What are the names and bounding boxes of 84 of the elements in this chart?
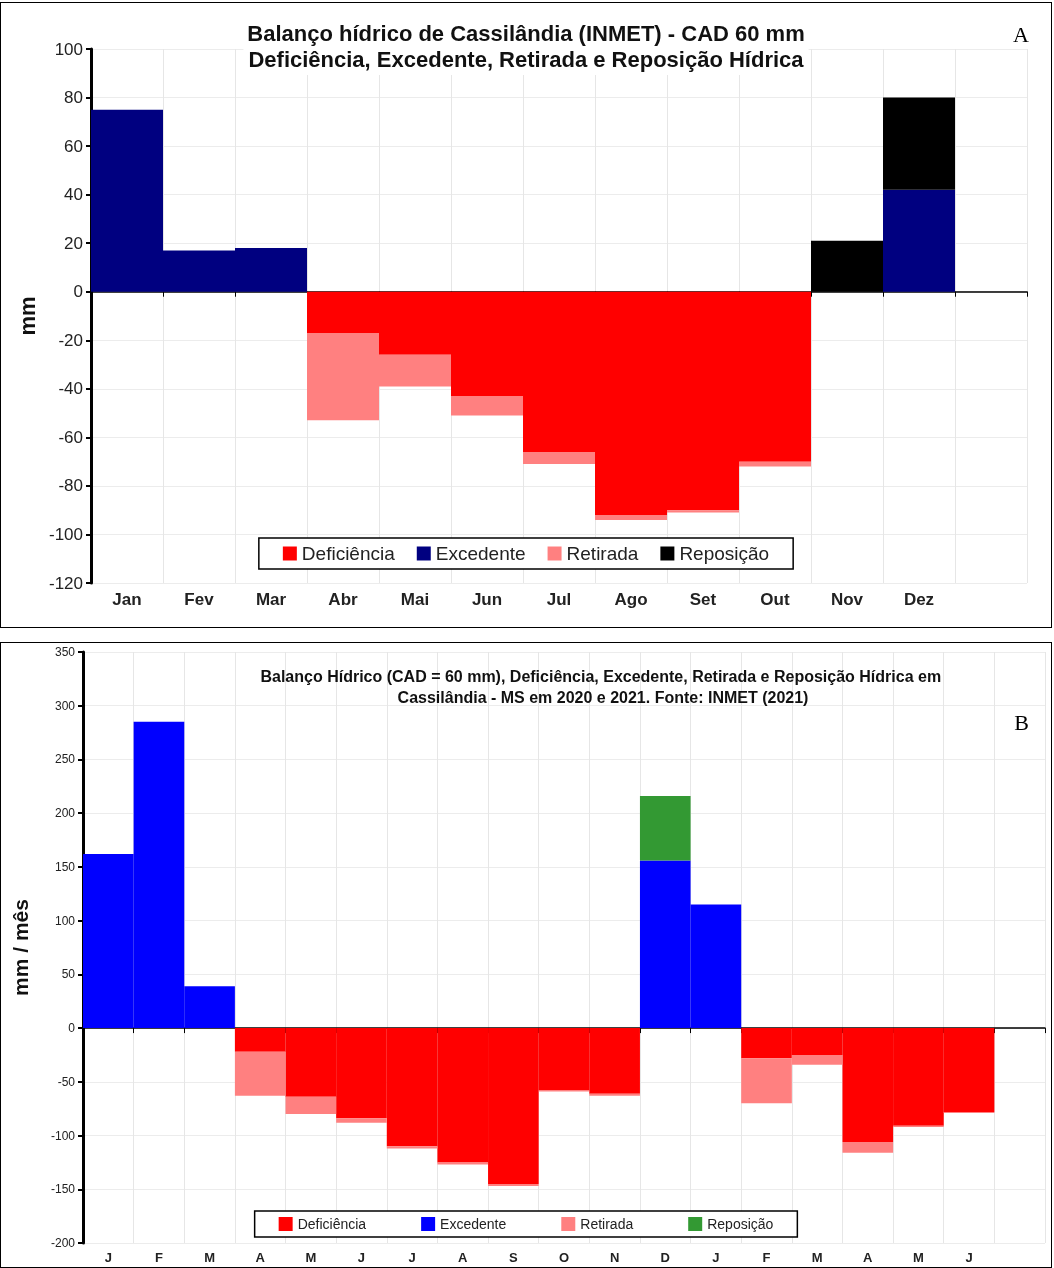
bar: [234, 1051, 286, 1096]
bar: [437, 1162, 489, 1165]
x-tick-label: Fev: [184, 590, 215, 609]
y-tick-label: 0: [73, 282, 83, 302]
chart-title: Balanço hídrico de Cassilândia (INMET) - CAD 60 mm: [247, 20, 805, 46]
y-tick-label: -60: [58, 427, 83, 447]
x-tick-label: O: [558, 1250, 570, 1265]
annotation: B: [1014, 709, 1030, 735]
bar: [639, 795, 691, 861]
legend-label: Excedente: [435, 543, 526, 564]
y-tick-label: 20: [64, 233, 83, 253]
y-tick-label: 100: [54, 913, 76, 928]
bar: [523, 451, 595, 465]
x-tick-label: J: [965, 1250, 973, 1265]
bar: [883, 97, 955, 190]
y-tick-label: -50: [57, 1074, 76, 1089]
bar: [488, 1183, 539, 1187]
x-tick-label: Ago: [614, 590, 648, 609]
y-tick-label: 50: [61, 967, 76, 982]
y-tick-label: -100: [48, 524, 83, 544]
legend-label: Retirada: [566, 543, 639, 564]
y-axis-title: mm / mês: [9, 899, 32, 996]
x-tick-label: Mai: [400, 590, 430, 609]
x-tick-label: A: [255, 1250, 266, 1265]
bar: [595, 515, 667, 520]
y-tick-label: 150: [54, 859, 76, 874]
legend-label: Retirada: [580, 1216, 634, 1232]
y-tick-label: 350: [54, 645, 76, 659]
x-tick-label: Dez: [903, 590, 935, 609]
legend-label: Deficiência: [301, 543, 396, 564]
x-tick-label: Mar: [255, 590, 287, 609]
x-tick-label: J: [408, 1250, 416, 1265]
y-tick-label: -120: [48, 573, 83, 593]
x-tick-label: J: [104, 1250, 112, 1265]
x-tick-label: M: [913, 1250, 924, 1265]
legend-label: Excedente: [440, 1216, 507, 1232]
x-tick-label: M: [811, 1250, 823, 1265]
bar: [336, 1118, 387, 1123]
y-tick-label: 80: [64, 88, 83, 108]
y-tick-label: 0: [68, 1021, 76, 1036]
bar: [589, 1093, 640, 1096]
x-tick-label: A: [458, 1250, 469, 1265]
x-tick-label: J: [357, 1250, 366, 1265]
legend-label: Deficiência: [297, 1216, 367, 1232]
y-tick-label: 60: [64, 136, 83, 156]
y-axis-title: mm: [14, 296, 40, 336]
x-tick-label: Jan: [112, 590, 142, 609]
y-tick-label: 40: [64, 185, 83, 205]
x-tick-label: M: [204, 1250, 215, 1265]
y-tick-label: 300: [54, 698, 76, 713]
x-tick-label: M: [305, 1250, 317, 1265]
y-tick-label: 200: [54, 806, 76, 821]
x-tick-label: Jun: [471, 590, 503, 609]
y-tick-label: -200: [50, 1236, 76, 1250]
x-tick-label: Out: [760, 590, 790, 609]
y-tick-label: 100: [54, 39, 83, 59]
x-tick-label: J: [712, 1250, 720, 1265]
x-tick-label: S: [509, 1250, 519, 1265]
y-tick-label: -80: [58, 476, 83, 496]
bar: [883, 189, 955, 292]
x-tick-label: N: [609, 1250, 620, 1265]
y-tick-label: -20: [58, 330, 83, 350]
y-tick-label: 250: [54, 752, 76, 767]
x-tick-label: F: [762, 1250, 771, 1265]
x-tick-label: Abr: [328, 590, 359, 609]
text: Balanço Hídrico (CAD = 60 mm), Deficiência, Excedente, Retirada e Reposição Hídrica em Cassilândia - MS em 2020 e 2021. Fonte: INMET (2021): [260, 668, 946, 706]
x-tick-label: D: [660, 1250, 670, 1265]
legend-label: Reposição: [707, 1216, 774, 1232]
bar: [667, 510, 739, 513]
y-tick-label: -100: [50, 1128, 76, 1143]
y-tick-label: -150: [50, 1182, 76, 1197]
x-tick-label: A: [863, 1250, 874, 1265]
bar: [842, 1141, 894, 1153]
bar: [451, 396, 523, 416]
legend-label: Reposição: [679, 543, 770, 564]
bar: [285, 1096, 337, 1115]
x-tick-label: Nov: [830, 590, 864, 609]
bar: [386, 1146, 438, 1149]
chart-subtitle: Deficiência, Excedente, Retirada e Reposição Hídrica: [248, 46, 805, 72]
y-tick-label: -40: [58, 379, 83, 399]
x-tick-label: Set: [689, 590, 717, 609]
x-tick-label: F: [154, 1250, 163, 1265]
x-tick-label: Jul: [546, 590, 572, 609]
text: A: [1013, 21, 1030, 47]
